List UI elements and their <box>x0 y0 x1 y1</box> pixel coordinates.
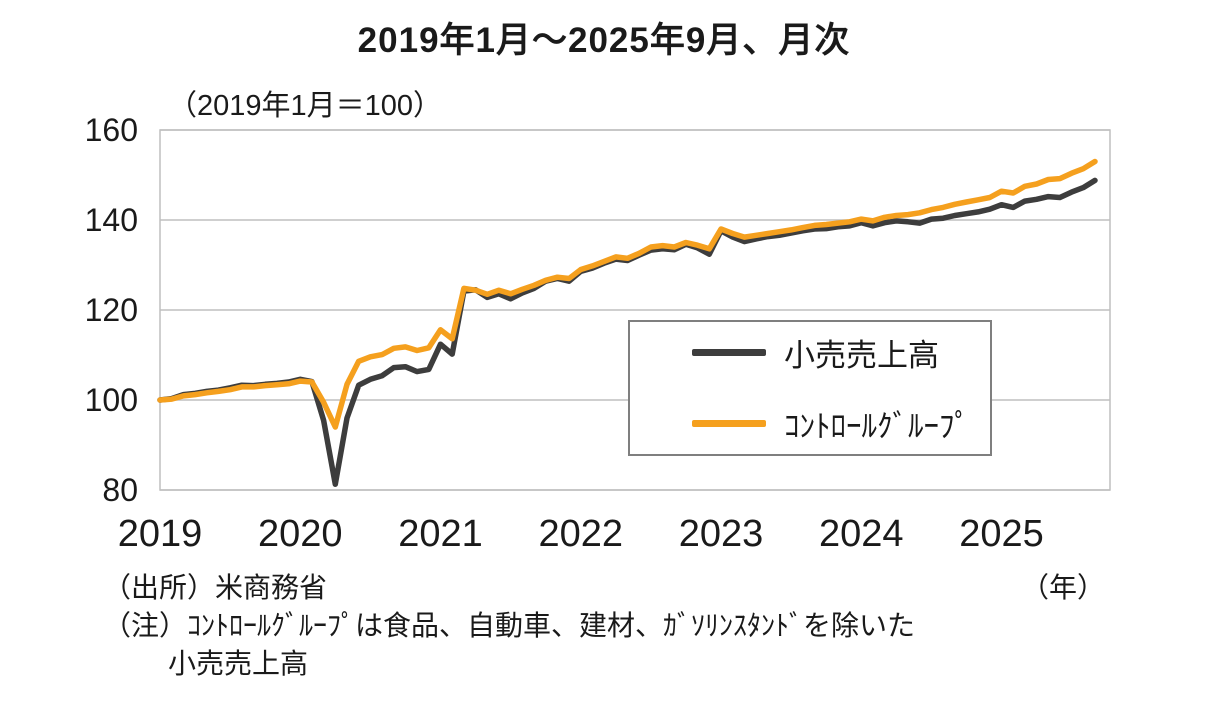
legend: 小売売上高 ｺﾝﾄﾛｰﾙｸﾞﾙｰﾌﾟ <box>628 320 992 456</box>
x-tick-label-2021: 2021 <box>398 513 483 555</box>
x-axis-unit-label: （年） <box>1020 572 1105 603</box>
source-note: （出所）米商務省 <box>103 572 328 603</box>
chart-title: 2019年1月～2025年9月、月次 <box>357 21 851 60</box>
y-tick-label-80: 80 <box>102 472 138 508</box>
y-tick-label-100: 100 <box>85 382 138 418</box>
x-tick-label-2019: 2019 <box>118 513 203 555</box>
y-tick-label-160: 160 <box>85 112 138 148</box>
footnote-line-1: （注）ｺﾝﾄﾛｰﾙｸﾞﾙｰﾌﾟは食品、自動車、建材、ｶﾞｿﾘﾝｽﾀﾝﾄﾞを除いた <box>103 610 916 641</box>
legend-label-retail-sales: 小売売上高 <box>784 338 939 373</box>
control-group-line-swatch <box>692 420 766 427</box>
legend-item-control-group: ｺﾝﾄﾛｰﾙｸﾞﾙｰﾌﾟ <box>692 401 990 446</box>
y-tick-label-120: 120 <box>85 292 138 328</box>
x-tick-label-2023: 2023 <box>679 513 764 555</box>
x-tick-label-2024: 2024 <box>819 513 904 555</box>
x-tick-label-2022: 2022 <box>538 513 623 555</box>
series-line-1 <box>157 158 1098 430</box>
chart-subtitle: （2019年1月＝100） <box>168 90 443 122</box>
retail-sales-line-swatch <box>692 349 766 356</box>
plot-border <box>159 129 1111 491</box>
legend-label-control-group: ｺﾝﾄﾛｰﾙｸﾞﾙｰﾌﾟ <box>784 409 970 444</box>
x-tick-label-2025: 2025 <box>959 513 1044 555</box>
footnote-line-2: 小売売上高 <box>168 648 309 679</box>
y-tick-label-140: 140 <box>85 202 138 238</box>
legend-item-retail-sales: 小売売上高 <box>692 330 990 375</box>
x-tick-label-2020: 2020 <box>258 513 343 555</box>
